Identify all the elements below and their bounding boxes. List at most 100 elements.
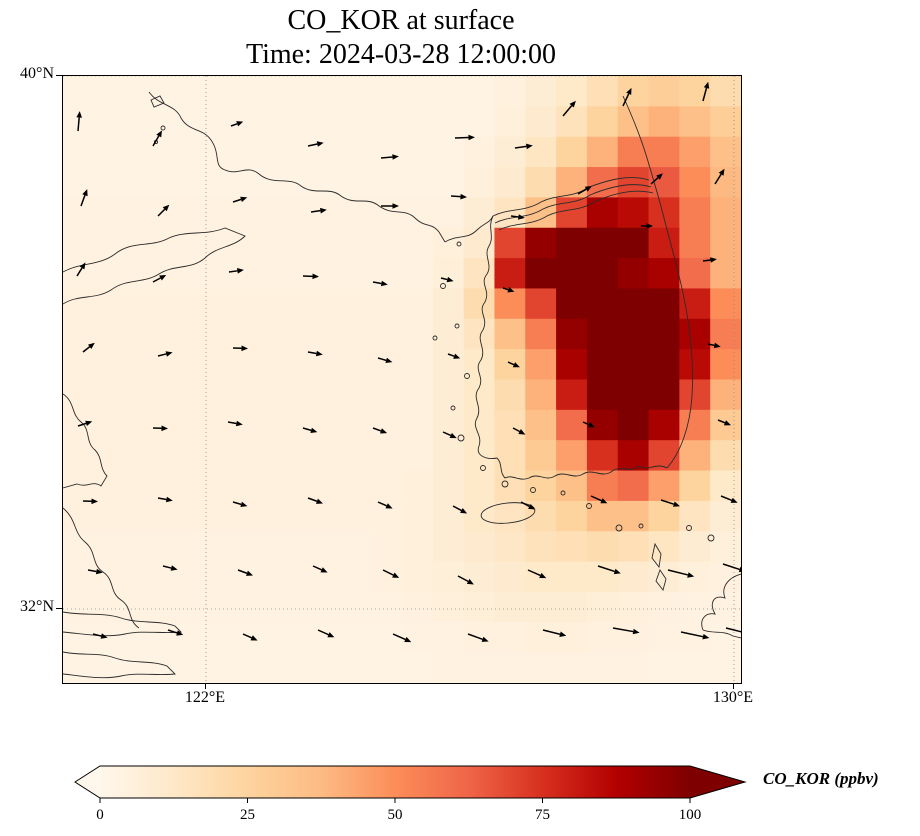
island-small [432, 335, 438, 341]
heatmap-cell [124, 136, 157, 168]
heatmap-cell [494, 136, 526, 168]
heatmap-cell [432, 167, 465, 198]
heatmap-cell [309, 531, 341, 563]
wind-arrow-head [79, 262, 86, 270]
heatmap-cell [679, 652, 711, 683]
heatmap-cell [155, 622, 187, 654]
heatmap-cell [247, 318, 280, 350]
heatmap-cell [586, 379, 619, 411]
heatmap-cell [586, 106, 619, 138]
wind-arrow-shaft [77, 117, 80, 132]
heatmap-cell [340, 591, 372, 623]
heatmap-cell [340, 622, 372, 654]
heatmap-cell [371, 288, 403, 320]
heatmap-cell [93, 318, 126, 350]
heatmap-cell [432, 136, 465, 168]
wind-arrow-head [673, 501, 680, 507]
heatmap-cell [586, 227, 619, 259]
heatmap-cell [93, 379, 126, 411]
heatmap-cell [278, 561, 311, 593]
wind-arrow-head [626, 87, 632, 95]
wind-arrow-shaft [725, 627, 741, 633]
heatmap-cell [124, 379, 157, 411]
coastline-korea-east [622, 95, 693, 469]
heatmap-cell [494, 591, 526, 623]
heatmap-cell [586, 258, 619, 290]
heatmap-cell [247, 106, 280, 138]
wind-arrow-shaft [382, 569, 394, 576]
heatmap-cell [586, 440, 619, 472]
wind-arrow-head [713, 342, 721, 349]
heatmap-cell [247, 167, 280, 198]
heatmap-cell [155, 500, 187, 532]
heatmap-cell [124, 167, 157, 198]
heatmap-cell [278, 349, 311, 381]
heatmap-cell [617, 227, 650, 259]
heatmap-cell [124, 258, 157, 290]
heatmap-cell [710, 531, 741, 563]
heatmap-cell [556, 76, 588, 107]
wind-arrow-shaft [157, 497, 167, 501]
heatmap-cell [402, 591, 434, 623]
heatmap-cell [525, 440, 557, 472]
heatmap-cell [124, 409, 157, 441]
heatmap-cell [617, 258, 650, 290]
heatmap-cell [556, 440, 588, 472]
heatmap-cell [340, 409, 372, 441]
wind-arrow-head [526, 143, 533, 150]
heatmap-cell [278, 470, 311, 502]
heatmap-cell [63, 288, 95, 320]
heatmap-cell [278, 227, 311, 259]
heatmap-cell [63, 622, 95, 654]
heatmap-cell [617, 349, 650, 381]
wind-arrow-shaft [92, 633, 102, 637]
heatmap-cell [432, 106, 465, 138]
wind-arrow-head [392, 203, 399, 209]
heatmap-cell [93, 561, 126, 593]
heatmap-cell [340, 167, 372, 198]
heatmap-cell [63, 167, 95, 198]
wind-arrow-head [468, 134, 475, 141]
heatmap-cell [617, 288, 650, 320]
heatmap-cell [186, 561, 218, 593]
heatmap-cell [494, 227, 526, 259]
heatmap-cell [186, 318, 218, 350]
colorbar-tick-label: 25 [240, 807, 255, 823]
wind-arrow-head [646, 223, 653, 229]
heatmap-cell [402, 136, 434, 168]
wind-arrow-shaft [152, 277, 161, 283]
heatmap-cell [494, 106, 526, 138]
heatmap-cell [402, 470, 434, 502]
heatmap-cell [525, 136, 557, 168]
wind-arrow-shaft [577, 188, 587, 195]
heatmap-cell [556, 561, 588, 593]
wind-arrow-head [702, 633, 710, 640]
heatmap-cell [525, 591, 557, 623]
heatmap-cell [679, 379, 711, 411]
heatmap-cell [710, 258, 741, 290]
heatmap-cell [586, 288, 619, 320]
wind-arrow-head [392, 154, 399, 160]
heatmap-cell [217, 106, 249, 138]
y-axis-tick-label-32n: 32°N [20, 598, 54, 615]
wind-arrow-head [85, 420, 93, 426]
wind-arrow-head [380, 280, 388, 287]
wind-arrow-shaft [372, 427, 382, 432]
heatmap-cell [63, 379, 95, 411]
wind-arrow-head [312, 273, 319, 280]
heatmap-cell [648, 470, 680, 502]
heatmap-cell [63, 136, 95, 168]
heatmap-cell [617, 167, 650, 198]
colorbar: 0 25 50 75 100 [62, 763, 762, 836]
heatmap-cell [494, 561, 526, 593]
island-small [501, 480, 509, 488]
wind-arrow-head [449, 432, 457, 439]
wind-arrow-shaft [452, 505, 462, 512]
island-small [686, 525, 692, 531]
wind-arrow-head [466, 578, 474, 585]
heatmap-cell [648, 531, 680, 563]
wind-arrow-head [539, 572, 547, 579]
heatmap-cell [463, 349, 496, 381]
island-small [456, 241, 462, 247]
heatmap-cell [371, 258, 403, 290]
